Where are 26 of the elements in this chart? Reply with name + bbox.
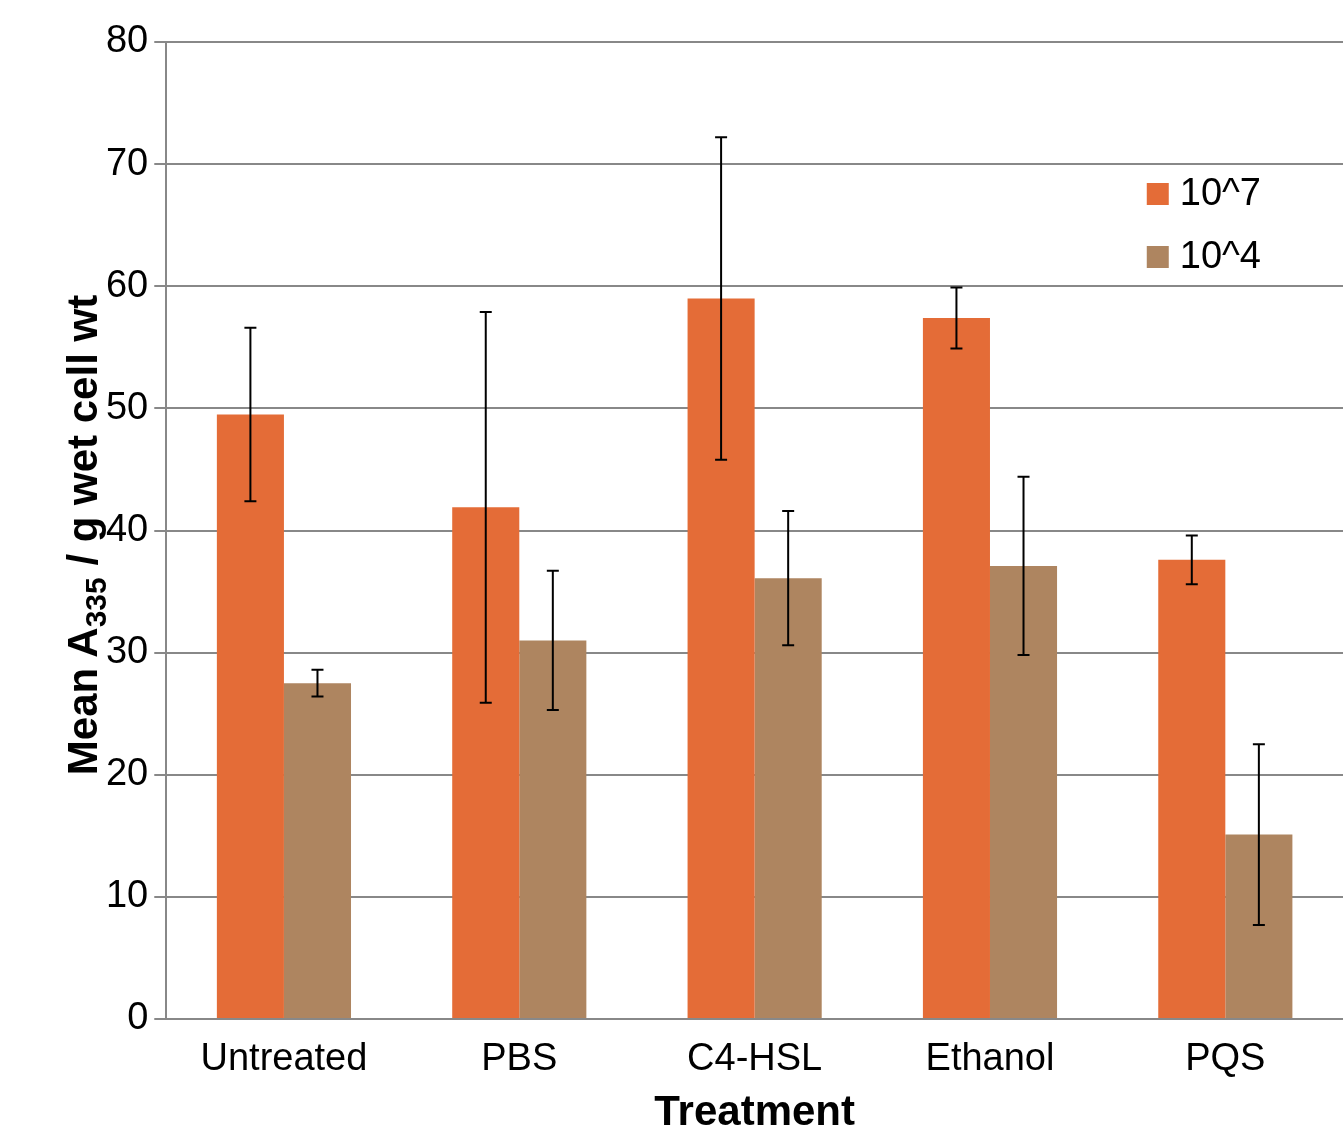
y-tick-label: 60: [105, 262, 149, 305]
bar: [1225, 834, 1293, 1018]
x-tick-label: PBS: [481, 1036, 558, 1079]
x-tick-label: Ethanol: [925, 1036, 1055, 1079]
y-tick-label: 30: [105, 629, 149, 672]
y-tick-label: 50: [105, 384, 149, 427]
x-tick-label: Untreated: [200, 1036, 368, 1079]
y-tick-label: 0: [127, 995, 149, 1038]
legend-label: 10^4: [1179, 234, 1261, 277]
y-tick-label: 80: [105, 18, 149, 61]
bar: [1158, 559, 1226, 1018]
bar: [989, 565, 1058, 1018]
bar: [283, 683, 352, 1018]
bar: [216, 414, 284, 1018]
x-axis-title: Treatment: [654, 1087, 856, 1135]
x-tick-label: C4-HSL: [687, 1036, 823, 1079]
y-tick-label: 40: [105, 506, 149, 549]
bar: [519, 640, 587, 1018]
y-tick-label: 10: [105, 873, 149, 916]
bar: [754, 578, 822, 1018]
bar: [687, 298, 755, 1018]
legend-label: 10^7: [1179, 171, 1261, 214]
bar: [922, 318, 990, 1018]
y-tick-label: 70: [105, 140, 149, 183]
x-tick-label: PQS: [1185, 1036, 1266, 1079]
bar: [452, 507, 520, 1018]
